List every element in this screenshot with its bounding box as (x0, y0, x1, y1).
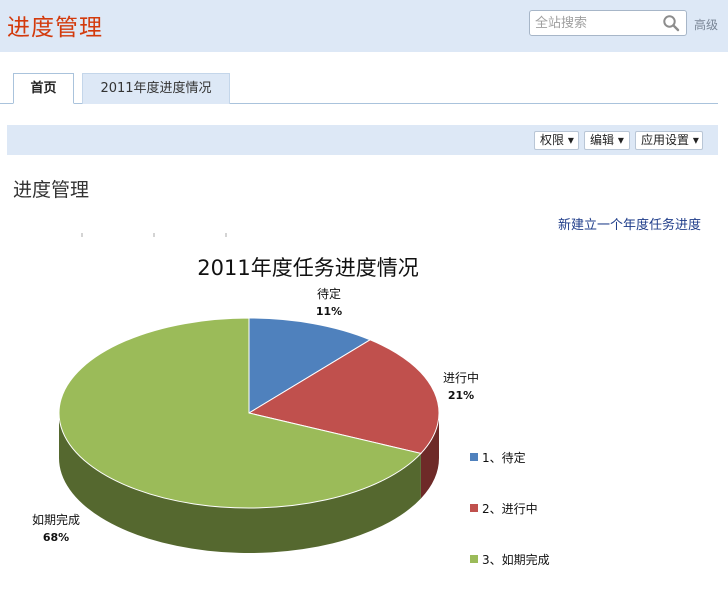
legend-label-2: 2、进行中 (482, 501, 538, 516)
legend-label-1: 1、待定 (482, 450, 526, 465)
page-heading: 进度管理 (13, 179, 90, 201)
chart-ticks (81, 233, 227, 237)
legend-swatch-1 (470, 453, 478, 461)
search-icon[interactable] (662, 14, 680, 32)
pie-percent-2: 21% (448, 389, 474, 402)
pie-slice-1 (248, 317, 372, 414)
pie-label-1: 待定 (317, 286, 341, 301)
app-settings-button[interactable]: 应用设置 ▾ (635, 131, 703, 150)
advanced-search-link[interactable]: 高级 (694, 18, 719, 32)
site-title[interactable]: 进度管理 (7, 15, 103, 41)
chart-title: 2011年度任务进度情况 (197, 256, 418, 280)
pie-slice-3 (58, 317, 422, 509)
pie-data-labels: 待定 11% 进行中 21% 如期完成 68% (32, 286, 479, 544)
legend-label-3: 3、如期完成 (482, 552, 550, 567)
search-input[interactable] (530, 11, 661, 35)
pie-chart: 2011年度任务进度情况 待定 11% 进行中 21% 如期完成 68% 1、待定 2、进行… (32, 233, 550, 567)
pie-slice-2 (247, 339, 440, 455)
search-box (529, 10, 687, 36)
permissions-button[interactable]: 权限 ▾ (534, 131, 579, 150)
new-annual-task-link[interactable]: 新建立一个年度任务进度 (558, 218, 702, 233)
tab-home[interactable]: 首页 (13, 73, 74, 104)
pie-side-3 (59, 413, 421, 553)
pie-label-2: 进行中 (443, 370, 479, 385)
pie-label-3: 如期完成 (32, 512, 80, 527)
tab-2011-progress[interactable]: 2011年度进度情况 (82, 73, 230, 104)
pie-slices (58, 317, 440, 553)
tabs-divider (0, 103, 718, 104)
pie-percent-1: 11% (316, 305, 342, 318)
legend-swatch-2 (470, 504, 478, 512)
legend-swatch-3 (470, 555, 478, 563)
edit-button[interactable]: 编辑 ▾ (584, 131, 630, 150)
pie-percent-3: 68% (43, 531, 69, 544)
chart-legend: 1、待定 2、进行中 3、如期完成 (470, 450, 550, 567)
